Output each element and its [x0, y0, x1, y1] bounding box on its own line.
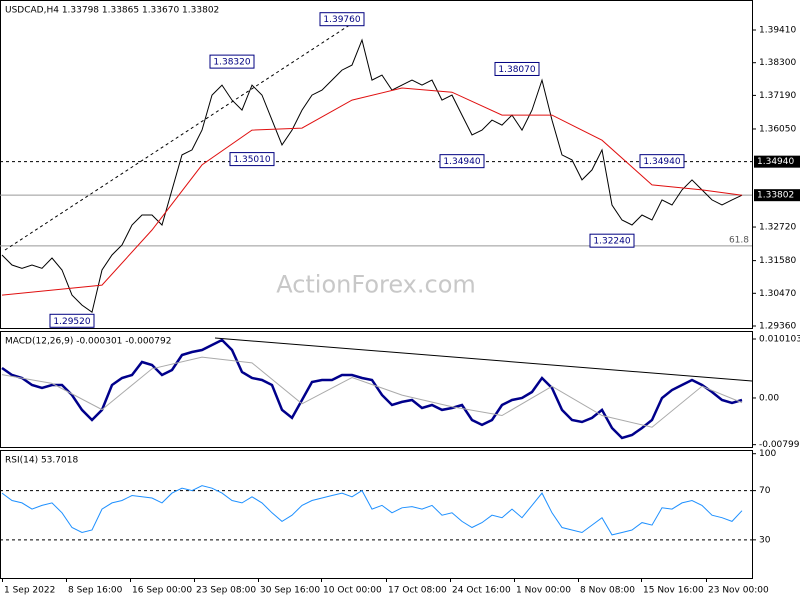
series-line — [1, 87, 743, 296]
price-annotation-box — [494, 61, 540, 76]
axis-price-box — [754, 155, 800, 168]
series-line — [1, 338, 743, 440]
y-tick-label: 1.29360 — [759, 321, 796, 331]
y-tick-label: 1.31580 — [759, 256, 796, 266]
trend-line — [4, 17, 361, 251]
x-tick-label: 8 Sep 16:00 — [68, 586, 123, 596]
price-annotation-box — [439, 154, 485, 169]
y-tick-label: 0.010103 — [759, 334, 800, 344]
price-annotation: 1.32240 — [593, 237, 630, 247]
y-tick-label: 1.38300 — [759, 58, 796, 68]
y-tick-label: 1.37190 — [759, 91, 796, 101]
x-tick-label: 8 Nov 08:00 — [580, 586, 635, 596]
x-tick-label: 1 Nov 00:00 — [516, 586, 571, 596]
x-tick-label: 30 Sep 16:00 — [260, 586, 320, 596]
price-annotation-box — [49, 313, 95, 328]
y-tick-label: 30 — [759, 535, 771, 545]
x-tick-label: 15 Nov 16:00 — [643, 586, 704, 596]
price-annotation-box — [319, 12, 365, 27]
price-annotation-box — [639, 154, 685, 169]
axis-price-label: 1.34940 — [757, 157, 794, 167]
x-tick-label: 17 Oct 08:00 — [388, 586, 447, 596]
y-tick-label: 0.00 — [759, 393, 779, 403]
x-tick-label: 23 Sep 08:00 — [196, 586, 256, 596]
price-annotation: 1.34940 — [443, 157, 480, 167]
price-annotation: 1.29520 — [53, 317, 90, 327]
level-label: 61.8 — [729, 235, 749, 245]
axis-price-label: 1.33802 — [757, 191, 794, 201]
price-annotation: 1.35010 — [233, 155, 270, 165]
panel-title: MACD(12,26,9) -0.000301 -0.000792 — [5, 337, 171, 347]
price-annotation-box — [229, 152, 275, 167]
price-annotation: 1.38070 — [498, 65, 535, 75]
x-tick-label: 16 Sep 00:00 — [132, 586, 192, 596]
price-annotation: 1.38320 — [213, 58, 250, 68]
x-tick-label: 10 Oct 00:00 — [323, 586, 382, 596]
price-annotation-box — [589, 233, 635, 248]
x-tick-label: 1 Sep 2022 — [4, 586, 55, 596]
price-annotation-box — [209, 54, 255, 69]
panel — [0, 0, 753, 329]
y-tick-label: 1.36050 — [759, 124, 796, 134]
x-tick-label: 24 Oct 16:00 — [452, 586, 511, 596]
x-tick-label: 23 Nov 00:00 — [708, 586, 769, 596]
y-tick-label: 100 — [759, 449, 776, 459]
y-tick-label: -0.007998 — [759, 440, 800, 450]
panel-title: RSI(14) 53.7018 — [5, 456, 78, 466]
trend-line — [214, 337, 753, 382]
price-annotation: 1.39760 — [323, 15, 360, 25]
series-line — [1, 485, 743, 536]
y-tick-label: 1.30470 — [759, 289, 796, 299]
y-tick-label: 70 — [759, 486, 771, 496]
price-annotation: 1.34940 — [643, 157, 680, 167]
watermark: ActionForex.com — [276, 270, 476, 298]
axis-price-box — [754, 189, 800, 202]
series-line — [1, 38, 743, 314]
y-tick-label: 1.39410 — [759, 26, 796, 36]
series-line — [1, 356, 743, 428]
panel — [0, 450, 753, 579]
panel-title: USDCAD,H4 1.33798 1.33865 1.33670 1.3380… — [5, 6, 219, 16]
y-tick-label: 1.32720 — [759, 223, 796, 233]
